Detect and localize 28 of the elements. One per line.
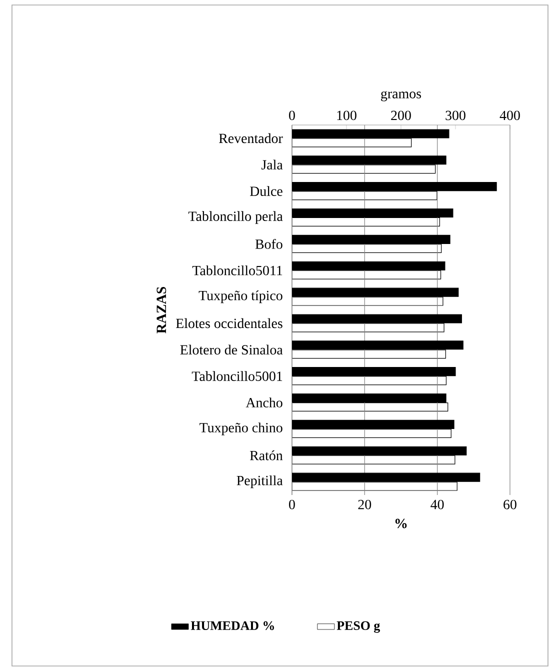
y-tick-label: Tabloncillo perla (188, 211, 283, 224)
x-tick-label: 40 (430, 500, 444, 510)
y-tick-label: Elotes occidentales (176, 318, 282, 328)
x2-tick-label: 0 (289, 110, 295, 120)
x2-tick-label: 100 (337, 110, 356, 120)
y-tick-label: Tabloncillo5011 (192, 265, 282, 276)
x2-axis-title: gramos (381, 91, 422, 102)
y-tick-label: Jala (262, 160, 283, 170)
y-tick-label: Tuxpeño típico (198, 290, 282, 304)
x2-tick-label: 400 (500, 110, 520, 120)
y-tick-label: Ancho (246, 398, 282, 408)
y-tick-label: Tuxpeño chino (200, 422, 282, 436)
legend-label: PESO g (336, 621, 380, 633)
y-tick-label: Ratón (250, 450, 283, 460)
x-tick-label: 20 (358, 500, 372, 510)
y-axis-title: RAZAS (156, 286, 166, 334)
y-tick-label: Pepitilla (236, 475, 283, 488)
y-tick-label: Tabloncillo5001 (192, 371, 282, 381)
x2-tick-label: 300 (446, 110, 466, 120)
x-tick-label: 0 (289, 500, 295, 510)
legend-label: HUMEDAD % (190, 621, 274, 630)
y-tick-label: Bofo (255, 238, 282, 249)
y-tick-label: Reventador (219, 133, 283, 144)
y-tick-label: Dulce (250, 186, 282, 196)
y-tick-label: Elotero de Sinaloa (180, 344, 283, 355)
x-tick-label: 60 (504, 500, 516, 510)
x2-tick-label: 200 (391, 110, 411, 120)
x-axis-title: % (395, 518, 407, 528)
